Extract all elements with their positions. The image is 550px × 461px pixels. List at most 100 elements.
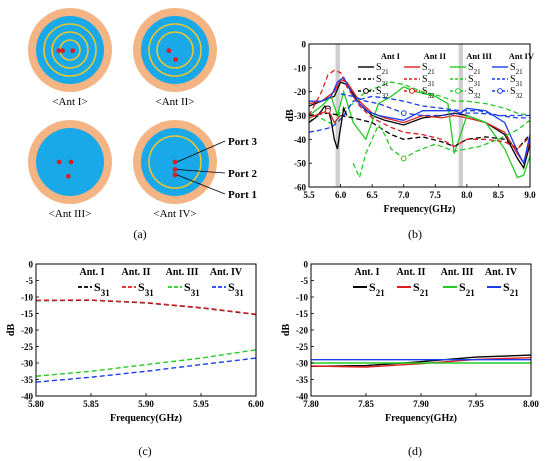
series-marker	[400, 155, 407, 162]
y-tick-label: -40	[21, 392, 33, 402]
series-line-ant-iii	[35, 349, 257, 377]
plot-frame	[310, 263, 532, 397]
y-tick-label: -30	[21, 359, 33, 369]
chart-b: 5.5 6.0 6.5 7.0 7.5 8.0 8.5 9.0 0 -10 -20 -30 -40 -50…	[285, 40, 536, 216]
legend-label: S32	[376, 86, 389, 100]
series-marker	[325, 107, 331, 114]
series-line-s32-ant-i	[308, 105, 348, 150]
legend-label: S32	[468, 86, 481, 100]
x-tick-label: 9.0	[524, 190, 536, 200]
legend-header: Ant. IV	[485, 267, 518, 278]
series-marker	[400, 110, 407, 117]
antenna-port	[172, 159, 178, 165]
y-tick-label: -10	[296, 293, 308, 303]
series-line-s32-ant-iv	[340, 93, 530, 119]
legend-marker	[363, 88, 369, 94]
y-tick-label: -20	[21, 326, 33, 336]
legend-label: S32	[422, 86, 435, 100]
antenna-inner-disc	[141, 16, 209, 84]
legend-label: S21	[459, 280, 475, 298]
antenna-port	[56, 48, 62, 54]
legend-header: Ant. III	[166, 267, 199, 278]
antenna-ring	[156, 31, 194, 69]
y-tick-label: 0	[29, 260, 34, 270]
x-tick-label: 5.5	[303, 190, 315, 200]
antenna-label: <Ant III>	[49, 208, 92, 220]
legend-header: Ant. II	[397, 267, 426, 278]
y-tick-label: -35	[21, 375, 33, 385]
port-label: Port 3	[228, 136, 258, 148]
x-tick-label: 5.80	[28, 399, 44, 409]
port-label: Port 2	[228, 168, 258, 180]
series-line-ant-iv	[35, 357, 257, 383]
x-tick-label: 6.0	[335, 190, 347, 200]
antenna-inner-disc	[36, 16, 104, 84]
x-axis-label: Frequency(GHz)	[110, 413, 182, 424]
legend: Ant. I S31 Ant. II S31 Ant. III S31 Ant. IV S31	[78, 267, 244, 298]
legend-header: Ant. II	[122, 267, 151, 278]
x-axis-label: Frequency(GHz)	[383, 204, 455, 215]
y-tick-label: 0	[302, 40, 307, 50]
legend-label: S32	[510, 86, 523, 100]
series-line-s21-ant-i	[308, 81, 531, 170]
legend-label: S31	[94, 280, 110, 298]
y-tick-label: -30	[294, 111, 306, 121]
y-axis-label: dB	[285, 109, 296, 122]
series-group	[310, 354, 532, 368]
series-line-s31-ant-ii	[308, 69, 531, 150]
caption-c: (c)	[138, 444, 151, 458]
x-tick-label: 6.00	[248, 399, 264, 409]
legend-header: Ant. IV	[210, 267, 243, 278]
antenna-label: <Ant I>	[52, 96, 87, 108]
y-tick-label: -35	[296, 375, 308, 385]
caption-a: (a)	[133, 227, 146, 241]
y-tick-label: -50	[294, 159, 306, 169]
legend-marker	[497, 88, 503, 94]
x-axis-label: Frequency(GHz)	[385, 413, 457, 424]
x-tick-label: 7.90	[413, 399, 429, 409]
antenna-port	[173, 57, 179, 62]
series-line-s31-ant-iv	[308, 95, 530, 133]
y-tick-label: -20	[294, 87, 306, 97]
plot-frame	[35, 263, 257, 397]
series-line-s21-ant-iv	[309, 76, 531, 166]
antenna-ring	[51, 31, 89, 69]
y-axis-label: dB	[281, 324, 292, 337]
legend-header: Ant IV	[509, 51, 535, 61]
legend-label: S21	[413, 280, 429, 298]
antenna-label: <Ant IV>	[153, 208, 196, 220]
antenna-diagrams: <Ant I> <Ant II> <Ant III> <Ant IV> Port 3 Po…	[28, 8, 258, 220]
x-tick-label: 7.95	[468, 399, 484, 409]
antenna-port	[172, 167, 178, 172]
legend-header: Ant I	[381, 51, 401, 61]
x-tick-label: 8.5	[493, 190, 505, 200]
antenna-1: <Ant I>	[28, 8, 112, 108]
legend-header: Ant. I	[79, 267, 104, 278]
y-tick-label: -10	[21, 293, 33, 303]
x-tick-label: 7.80	[303, 399, 319, 409]
series-line-s21-ant-iii	[308, 86, 531, 179]
antenna-port	[60, 48, 65, 54]
y-tick-label: -10	[294, 63, 306, 73]
series-line-s31-ant-iii	[308, 81, 531, 126]
port-callout-line	[176, 140, 226, 163]
antenna-ring	[43, 23, 97, 77]
y-axis-label: dB	[6, 324, 17, 337]
legend-label: S31	[138, 280, 154, 298]
legend-label: S31	[184, 280, 200, 298]
y-tick-label: -5	[26, 276, 34, 286]
antenna-port	[70, 48, 76, 54]
antenna-3: <Ant III>	[28, 120, 112, 220]
x-tick-label: 8.00	[523, 399, 539, 409]
port-callout-line	[176, 174, 226, 195]
y-tick-label: -40	[294, 135, 306, 145]
caption-b: (b)	[408, 227, 422, 241]
y-tick-label: -30	[296, 359, 308, 369]
antenna-4: <Ant IV>	[133, 120, 217, 220]
x-tick-label: 7.5	[430, 190, 442, 200]
antenna-2: <Ant II>	[133, 8, 217, 108]
y-tick-label: -15	[296, 309, 308, 319]
antenna-port	[172, 172, 178, 178]
